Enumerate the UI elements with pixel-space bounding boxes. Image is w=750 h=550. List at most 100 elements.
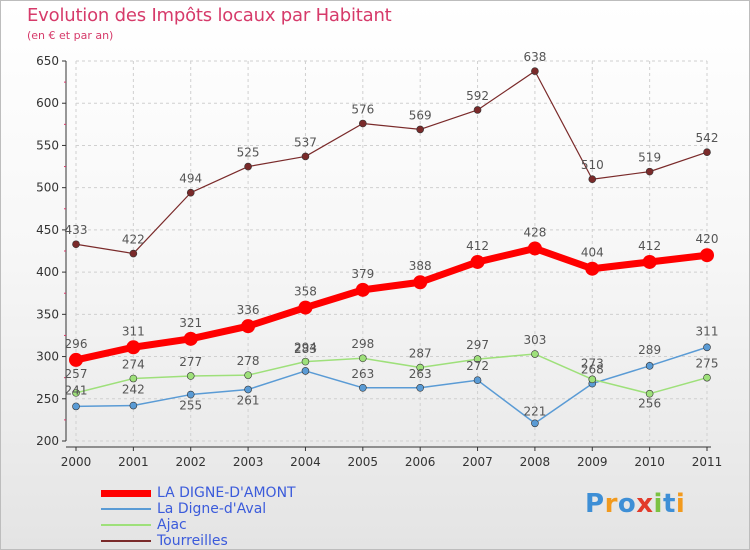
data-point <box>703 343 711 352</box>
logo-letter: r <box>604 489 618 519</box>
data-label: 277 <box>179 355 202 369</box>
data-point <box>642 254 657 269</box>
data-label: 272 <box>466 359 489 373</box>
data-point <box>301 357 310 366</box>
data-label: 321 <box>179 316 202 330</box>
data-label: 420 <box>696 232 719 246</box>
data-point <box>72 402 80 411</box>
data-point <box>186 188 195 197</box>
data-label: 256 <box>638 397 661 411</box>
data-label: 569 <box>409 108 432 122</box>
series-2 <box>72 350 711 398</box>
data-label: 263 <box>351 367 374 381</box>
y-tick-label: 650 <box>36 54 59 68</box>
chart-subtitle: (en € et par an) <box>27 29 114 42</box>
data-label: 289 <box>638 343 661 357</box>
data-label: 297 <box>466 338 489 352</box>
logo-letter: t <box>662 489 676 519</box>
y-tick-label: 450 <box>36 223 59 237</box>
data-point <box>645 362 654 370</box>
data-label: 303 <box>523 333 546 347</box>
data-label: 294 <box>294 341 317 355</box>
y-tick-label: 600 <box>36 96 59 110</box>
data-label: 273 <box>581 356 604 370</box>
data-label: 257 <box>65 367 88 381</box>
data-label: 283 <box>294 342 317 356</box>
data-label: 576 <box>351 102 374 116</box>
data-point <box>129 249 138 258</box>
data-point <box>359 383 367 392</box>
data-point <box>183 331 198 346</box>
logo-letter: x <box>636 489 654 519</box>
x-tick-label: 2001 <box>118 455 149 469</box>
x-tick-label: 2010 <box>634 455 665 469</box>
data-label: 296 <box>65 337 88 351</box>
x-tick-label: 2006 <box>405 455 436 469</box>
data-point <box>703 148 711 156</box>
logo-letter: o <box>617 489 637 519</box>
legend-swatch <box>101 524 151 526</box>
data-point <box>527 241 542 256</box>
legend-label: Tourreilles <box>157 533 228 549</box>
data-point <box>244 385 252 394</box>
x-tick-label: 2011 <box>692 455 723 469</box>
data-label: 510 <box>581 158 604 172</box>
x-tick-label: 2000 <box>61 455 92 469</box>
data-label: 287 <box>409 347 432 361</box>
data-label: 592 <box>466 89 489 103</box>
data-point <box>359 119 367 128</box>
data-point <box>241 319 256 334</box>
data-point <box>186 372 195 380</box>
y-tick-label: 500 <box>36 181 59 195</box>
data-point <box>72 240 80 249</box>
data-point <box>298 300 313 315</box>
series-line <box>75 70 708 255</box>
data-label: 519 <box>638 151 661 165</box>
y-tick-label: 250 <box>36 392 59 406</box>
legend-label: Ajac <box>157 517 187 533</box>
x-tick-label: 2002 <box>175 455 206 469</box>
data-point <box>416 125 424 134</box>
data-point <box>413 275 428 290</box>
y-tick-label: 550 <box>36 138 59 152</box>
data-point <box>244 371 252 379</box>
x-tick-label: 2004 <box>290 455 321 469</box>
x-tick-label: 2009 <box>577 455 608 469</box>
legend-swatch <box>101 489 151 497</box>
data-label: 241 <box>65 383 88 397</box>
data-point <box>301 367 310 375</box>
data-point <box>416 383 424 392</box>
data-point <box>531 419 539 428</box>
data-label: 298 <box>351 337 374 351</box>
x-tick-label: 2003 <box>233 455 264 469</box>
data-point <box>588 375 597 384</box>
data-point <box>126 340 141 355</box>
data-point <box>473 106 482 114</box>
data-point <box>531 67 539 75</box>
data-point <box>645 167 654 176</box>
data-label: 311 <box>696 324 719 338</box>
data-point <box>129 401 138 410</box>
series-line <box>75 244 708 364</box>
legend-label: La Digne-d'Aval <box>157 501 267 517</box>
data-point <box>72 389 80 397</box>
series-line <box>75 353 708 395</box>
data-point <box>473 355 482 363</box>
y-tick-label: 400 <box>36 265 59 279</box>
chart-title: Evolution des Impôts locaux par Habitant <box>27 5 392 26</box>
data-label: 428 <box>523 225 546 239</box>
data-point <box>129 374 138 383</box>
data-point <box>470 254 485 269</box>
data-label: 638 <box>523 50 546 64</box>
series-0 <box>69 241 714 367</box>
legend-swatch <box>101 508 151 510</box>
y-tick-label: 350 <box>36 307 59 321</box>
data-label: 261 <box>237 393 260 407</box>
data-label: 537 <box>294 135 317 149</box>
data-label: 336 <box>237 303 260 317</box>
data-point <box>645 389 654 398</box>
logo-letter: i <box>653 489 663 519</box>
data-label: 268 <box>581 363 604 377</box>
